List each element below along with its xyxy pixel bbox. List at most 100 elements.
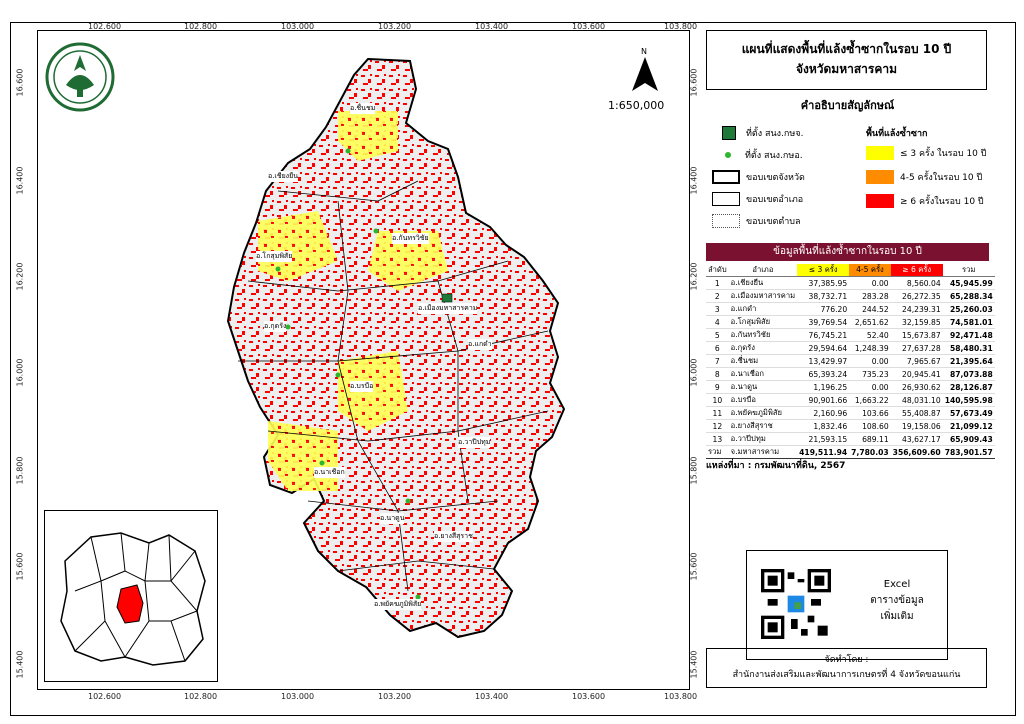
legend-title: คำอธิบายสัญลักษณ์ (800, 99, 895, 112)
table-row: 4 อ.โกสุมพิสัย 39,769.54 2,651.62 32,159.85 7… (706, 315, 995, 329)
row-index: 10 (706, 393, 729, 407)
area-value: 57,673.49 (942, 406, 995, 420)
area-value: 29,594.64 (797, 341, 850, 355)
total-cell: 419,511.94 (797, 445, 850, 459)
total-cell: 7,780.03 (849, 445, 891, 459)
district-boundary-swatch (712, 192, 740, 206)
table-total-row: รวม จ.มหาสารคาม 419,511.94 7,780.03 356,609.… (706, 445, 995, 459)
provincial-office-icon (722, 126, 736, 140)
area-value: 65,909.43 (942, 432, 995, 446)
area-value: 52.40 (849, 328, 891, 342)
total-cell: 356,609.60 (890, 445, 943, 459)
district-name: อ.วาปีปทุม (728, 432, 798, 446)
area-value: 24,239.31 (890, 302, 943, 316)
y-tick-right: 16.600 (689, 68, 699, 97)
area-value: 38,732.71 (797, 289, 850, 303)
table-row: 5 อ.กันทรวิชัย 76,745.21 52.40 15,673.87 92,4… (706, 328, 995, 342)
table-header-row: ลำดับ อำเภอ ≤ 3 ครั้ง 4-5 ครั้ง ≥ 6 ครั้… (706, 264, 995, 277)
row-index: 13 (706, 432, 729, 446)
table-row: 1 อ.เชียงยืน 37,385.95 0.00 8,560.04 45,945.9… (706, 276, 995, 290)
district-name: อ.พยัคฆภูมิพิสัย (728, 406, 798, 420)
district-label: อ.แกดำ (468, 339, 492, 350)
district-label: อ.กุดรัง (264, 321, 287, 332)
area-value: 92,471.48 (942, 328, 995, 342)
north-arrow-icon (632, 57, 658, 91)
col-header: ลำดับ (706, 264, 729, 277)
row-index: 3 (706, 302, 729, 316)
y-tick-left: 16.000 (15, 358, 25, 387)
area-value: 8,560.04 (890, 276, 943, 290)
area-value: 2,651.62 (849, 315, 891, 329)
legend-class-low: ≤ 3 ครั้ง ในรอบ 10 ปี (866, 146, 986, 160)
y-tick-left: 15.400 (15, 650, 25, 679)
x-tick-top: 103.400 (475, 22, 509, 31)
x-tick-bottom: 103.800 (664, 692, 698, 701)
table-row: 10 อ.บรบือ 90,901.66 1,663.22 48,031.10 140,5… (706, 393, 995, 407)
district-label: อ.นาเชือก (314, 467, 345, 478)
y-tick-left: 16.200 (15, 262, 25, 291)
col-header: ≥ 6 ครั้ง (890, 264, 943, 277)
area-value: 21,099.12 (942, 419, 995, 433)
area-value: 74,581.01 (942, 315, 995, 329)
area-value: 28,126.87 (942, 380, 995, 394)
col-header: อำเภอ (728, 264, 798, 277)
row-index: 9 (706, 380, 729, 394)
total-cell: จ.มหาสารคาม (728, 445, 798, 459)
x-tick-top: 103.800 (664, 22, 698, 31)
area-value: 26,930.62 (890, 380, 943, 394)
x-tick-top: 103.200 (378, 22, 412, 31)
credit-label: จัดทำโดย : (824, 655, 869, 665)
table-row: 11 อ.พยัคฆภูมิพิสัย 2,160.96 103.66 55,408.8… (706, 406, 995, 420)
y-tick-right: 16.400 (689, 166, 699, 195)
qr-code-icon[interactable] (761, 569, 831, 639)
total-cell: 783,901.57 (942, 445, 995, 459)
table-row: 3 อ.แกดำ 776.20 244.52 24,239.31 25,260.03 (706, 302, 995, 316)
district-label: อ.กันทรวิชัย (392, 233, 429, 244)
area-value: 1,248.39 (849, 341, 891, 355)
area-value: 244.52 (849, 302, 891, 316)
x-tick-top: 103.600 (572, 22, 606, 31)
legend-panel: แผนที่แสดงพื้นที่แล้งซ้ำซากในรอบ 10 ปี จ… (706, 30, 995, 688)
total-cell: รวม (706, 445, 729, 459)
qr-panel[interactable]: Excel ตารางข้อมูล เพิ่มเติม (746, 550, 948, 660)
x-tick-bottom: 103.400 (475, 692, 509, 701)
inset-region-map (60, 532, 206, 666)
row-index: 2 (706, 289, 729, 303)
table-row: 13 อ.วาปีปทุม 21,593.15 689.11 43,627.17 65,9… (706, 432, 995, 446)
x-tick-bottom: 102.600 (88, 692, 122, 701)
area-value: 140,595.98 (942, 393, 995, 407)
outer-frame (10, 22, 1016, 716)
map-title-line2: จังหวัดมหาสารคาม (795, 62, 898, 76)
area-value: 13,429.97 (797, 354, 850, 368)
row-index: 6 (706, 341, 729, 355)
col-header: รวม (942, 264, 995, 277)
credit-org: สำนักงานส่งเสริมและพัฒนาการเกษตรที่ 4 จั… (732, 670, 961, 680)
source-note: แหล่งที่มา : กรมพัฒนาที่ดิน, 2567 (706, 461, 846, 471)
x-tick-top: 103.000 (281, 22, 315, 31)
y-tick-right: 15.600 (689, 552, 699, 581)
area-value: 48,031.10 (890, 393, 943, 407)
area-value: 108.60 (849, 419, 891, 433)
area-value: 689.11 (849, 432, 891, 446)
table-row: 12 อ.ยางสีสุราช 1,832.46 108.60 19,158.06 21,… (706, 419, 995, 433)
map-title: แผนที่แสดงพื้นที่แล้งซ้ำซากในรอบ 10 ปี จ… (706, 30, 987, 90)
drought-legend-title: พื้นที่แล้งซ้ำซาก (866, 129, 928, 139)
area-value: 32,159.85 (890, 315, 943, 329)
area-value: 76,745.21 (797, 328, 850, 342)
district-name: อ.เชียงยืน (728, 276, 798, 290)
province-boundary-swatch (712, 170, 740, 184)
legend-subdistrict-boundary: ขอบเขตตำบล (712, 214, 800, 228)
area-value: 55,408.87 (890, 406, 943, 420)
area-value: 776.20 (797, 302, 850, 316)
x-tick-top: 102.800 (184, 22, 218, 31)
area-value: 65,393.24 (797, 367, 850, 381)
area-value: 90,901.66 (797, 393, 850, 407)
district-name: อ.นาดูน (728, 380, 798, 394)
legend-district-boundary: ขอบเขตอำเภอ (712, 192, 803, 206)
district-name: อ.ชื่นชม (728, 354, 798, 368)
area-value: 103.66 (849, 406, 891, 420)
north-label: N (641, 47, 647, 56)
district-name: อ.โกสุมพิสัย (728, 315, 798, 329)
row-index: 1 (706, 276, 729, 290)
district-label: อ.พยัคฆภูมิพิสัย (374, 599, 422, 610)
